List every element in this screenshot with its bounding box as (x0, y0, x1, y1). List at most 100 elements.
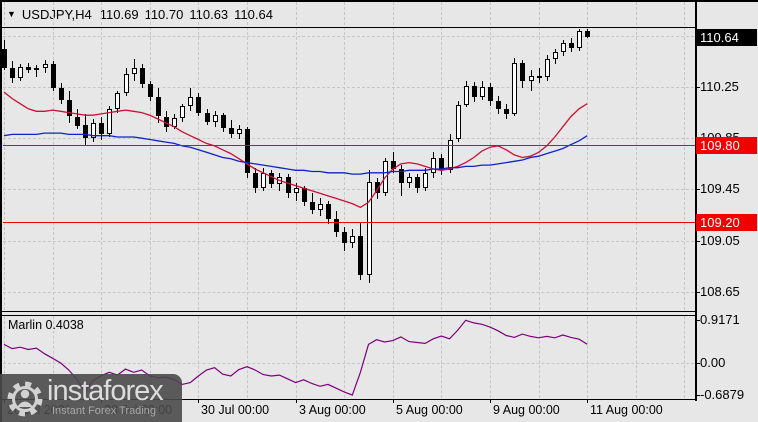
candle-body-bear (537, 75, 542, 78)
candle-body-bear (140, 67, 145, 85)
candle-body-bull (553, 52, 558, 59)
time-axis-tick (198, 399, 199, 403)
candle-body-bull (172, 117, 177, 127)
indicator-axis-label: -0.6879 (700, 387, 745, 402)
candle-body-bear (164, 116, 169, 127)
candle-body-bear (496, 101, 501, 109)
candle-body-bull (213, 115, 218, 122)
candle-body-bear (221, 115, 226, 128)
symbol-timeframe-label: USDJPY,H4 (21, 7, 92, 22)
candle-body-bear (391, 161, 396, 169)
candle-body-bear (2, 48, 7, 68)
candle-body-bear (51, 63, 56, 89)
chart-frame-bottom (2, 311, 696, 312)
gridline-vertical (636, 2, 637, 310)
quote-low: 110.63 (189, 7, 229, 22)
candle-body-bear (334, 218, 339, 232)
time-axis-tick (393, 399, 394, 403)
candle-body-bull (34, 67, 39, 71)
candle-wick (539, 67, 540, 84)
indicator-axis-tick (695, 320, 700, 321)
time-axis-label: 30 Jul 00:00 (201, 403, 270, 417)
candle-body-bull (431, 157, 436, 173)
candle-body-bear (342, 231, 347, 244)
candle-body-bull (577, 30, 582, 49)
price-axis-tick (695, 292, 700, 293)
candle-body-bear (229, 128, 234, 135)
time-axis-label: 3 Aug 00:00 (299, 403, 366, 417)
indicator-frame-top (2, 315, 696, 316)
time-axis-label: 5 Aug 00:00 (396, 403, 463, 417)
candle-body-bull (107, 108, 112, 135)
price-axis-label: 108.65 (700, 284, 740, 299)
candle-body-bear (585, 30, 590, 37)
chart-plot-area[interactable] (2, 28, 695, 311)
candle-body-bear (415, 176, 420, 189)
watermark-tagline-text: Instant Forex Trading (52, 405, 156, 417)
candle-body-bull (132, 67, 137, 75)
header-divider (0, 27, 696, 28)
candle-body-bear (75, 116, 80, 126)
candle-wick (36, 65, 37, 77)
candle-body-bull (350, 235, 355, 244)
candle-body-bear (148, 84, 153, 98)
candle-body-bear (310, 202, 315, 210)
candle-body-bear (196, 97, 201, 113)
candle-body-bull (91, 122, 96, 139)
gridline-horizontal (3, 36, 694, 37)
candle-body-bear (326, 203, 331, 219)
candle-body-bear (358, 235, 363, 276)
instaforex-logo-icon (7, 381, 43, 417)
candle-body-bear (83, 125, 88, 139)
time-axis-label: 9 Aug 00:00 (493, 403, 560, 417)
price-axis-line (695, 0, 697, 401)
price-level-line (3, 145, 695, 146)
price-axis-tick (695, 87, 700, 88)
candle-body-bull (383, 161, 388, 194)
candle-body-bull (180, 106, 185, 118)
candle-body-bull (512, 62, 517, 114)
candle-body-bear (10, 67, 15, 78)
window-border-top (0, 0, 758, 2)
quote-header: ▼ USDJPY,H4 110.69 110.70 110.63 110.64 (0, 2, 756, 27)
gridline-vertical (684, 316, 685, 398)
quote-close: 110.64 (234, 7, 273, 22)
candle-body-bull (43, 63, 48, 68)
window-border-left (0, 0, 2, 422)
indicator-axis-tick (695, 363, 700, 364)
gridline-horizontal (3, 292, 694, 293)
price-axis-tick (695, 241, 700, 242)
time-axis-tick (587, 399, 588, 403)
candle-body-bear (99, 122, 104, 135)
watermark-brand-text: instaforex (47, 375, 164, 407)
candle-body-bear (302, 188, 307, 203)
symbol-dropdown-icon[interactable]: ▼ (7, 9, 16, 19)
indicator-axis-tick (695, 395, 700, 396)
instaforex-watermark: instaforex Instant Forex Trading (0, 374, 182, 422)
price-axis-label: 109.05 (700, 233, 740, 248)
candle-body-bear (399, 169, 404, 184)
price-level-badge: 109.80 (696, 137, 757, 154)
candle-body-bull (18, 66, 23, 78)
candle-body-bear (472, 85, 477, 98)
time-axis-tick (490, 399, 491, 403)
time-axis-label: 11 Aug 00:00 (590, 403, 663, 417)
price-axis-tick (695, 189, 700, 190)
candle-body-bear (59, 88, 64, 100)
indicator-axis-label: 0.9171 (700, 312, 740, 327)
candle-body-bull (423, 172, 428, 189)
candle-body-bear (269, 172, 274, 185)
quote-open: 110.69 (99, 7, 139, 22)
indicator-name-label: Marlin 0.4038 (8, 318, 84, 332)
indicator-frame-bottom (2, 399, 696, 400)
candle-body-bull (294, 188, 299, 194)
gridline-vertical (684, 2, 685, 310)
candle-body-bull (407, 176, 412, 184)
candle-body-bull (480, 87, 485, 98)
candle-body-bull (464, 85, 469, 105)
candle-body-bull (261, 172, 266, 189)
candle-body-bear (67, 99, 72, 117)
candle-body-bear (569, 43, 574, 49)
candle-body-bull (367, 181, 372, 276)
